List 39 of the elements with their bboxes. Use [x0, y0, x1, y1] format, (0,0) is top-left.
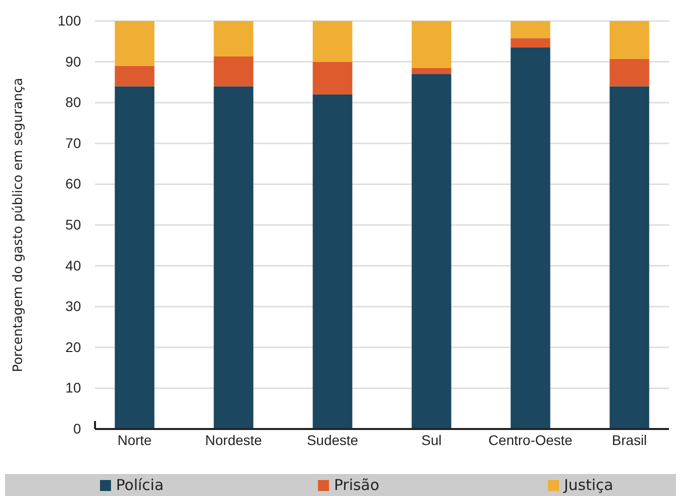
bar — [312, 94, 352, 429]
x-tick-label: Brasil — [612, 432, 647, 448]
legend-label: Prisão — [334, 476, 380, 494]
bar — [312, 62, 352, 94]
y-tick-label: 40 — [65, 257, 82, 274]
bar — [610, 58, 650, 86]
y-tick-label: 80 — [65, 94, 82, 110]
legend-label: Justiça — [563, 476, 614, 494]
y-tick-label: 70 — [65, 134, 82, 151]
y-tick-label: 0 — [73, 420, 82, 436]
y-tick-label: 20 — [65, 338, 82, 355]
bar — [510, 38, 550, 48]
legend-label: Polícia — [116, 476, 164, 494]
bar — [412, 21, 452, 68]
bar — [510, 48, 550, 429]
y-tick-label: 50 — [65, 216, 82, 232]
y-tick-label: 100 — [58, 12, 82, 28]
x-tick-label: Centro-Oeste — [488, 432, 573, 448]
bar — [610, 86, 650, 429]
bar — [412, 74, 452, 429]
bar — [114, 86, 154, 429]
x-tick-label: Sudeste — [306, 432, 358, 448]
y-tick-label: 60 — [65, 176, 82, 192]
bar — [214, 86, 254, 429]
bar — [114, 66, 154, 86]
bar — [214, 21, 254, 56]
x-tick-label: Nordeste — [205, 432, 262, 448]
bar — [312, 21, 352, 62]
bar — [610, 21, 650, 59]
x-tick-label: Sul — [421, 432, 442, 448]
y-tick-label: 90 — [65, 53, 82, 70]
y-axis-title: Porcentagem do gasto público em segurança — [11, 78, 26, 372]
bar — [412, 68, 452, 74]
y-tick-label: 10 — [65, 380, 82, 396]
x-tick-label: Norte — [117, 432, 152, 448]
bar — [510, 21, 550, 38]
bar — [214, 56, 254, 86]
bar — [114, 21, 154, 66]
y-tick-label: 30 — [65, 298, 82, 314]
